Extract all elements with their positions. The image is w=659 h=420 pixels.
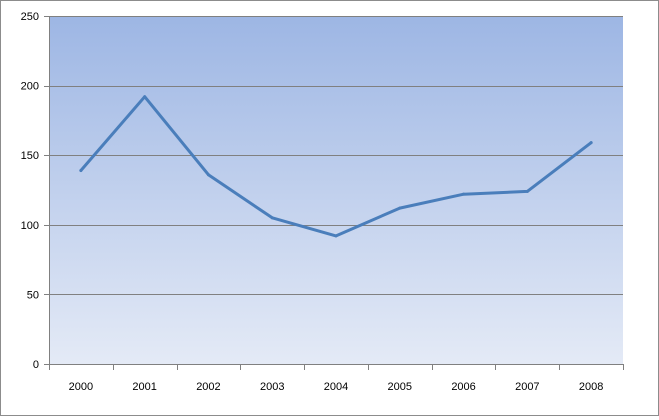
y-tick-label: 150 [21,150,39,162]
data-point [206,173,210,177]
y-tick-label: 0 [33,359,39,371]
data-point [270,216,274,220]
y-tick-label: 100 [21,220,39,232]
y-tick-label: 250 [21,11,39,23]
y-axis-tick-labels: 0 50 100 150 200 250 [21,11,39,371]
x-tick-label: 2003 [260,381,284,393]
data-point [525,189,529,193]
axes [44,16,624,370]
x-tick-label: 2006 [451,381,475,393]
data-point [334,234,338,238]
x-axis-tick-labels: 2000 2001 2002 2003 2004 2005 2006 2007 2008 [69,381,604,393]
x-tick-label: 2002 [196,381,220,393]
y-tick-label: 200 [21,81,39,93]
plot-area [49,16,623,364]
gridlines [49,16,623,295]
data-point [589,141,593,145]
series-layer [79,95,593,238]
y-tick-label: 50 [27,289,39,301]
x-tick-label: 2000 [69,381,93,393]
x-tick-label: 2001 [132,381,156,393]
x-tick-label: 2005 [388,381,412,393]
data-point [79,169,83,173]
x-tick-label: 2007 [515,381,539,393]
x-tick-label: 2004 [324,381,348,393]
data-point [462,192,466,196]
x-tick-label: 2008 [579,381,603,393]
data-point [143,95,147,99]
data-point [398,206,402,210]
